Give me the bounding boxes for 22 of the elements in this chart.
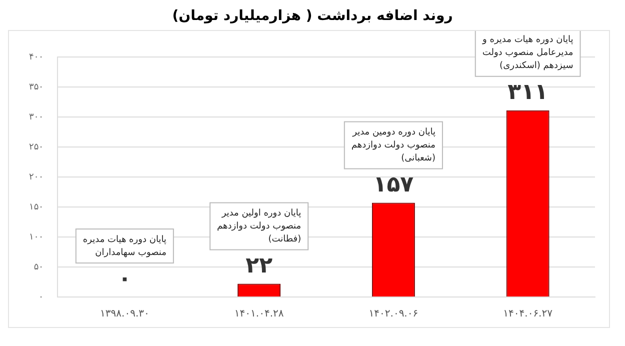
y-tick-label: ۵۰ <box>34 262 44 272</box>
y-tick-label: ۰ <box>38 292 44 302</box>
annotation: پایان دوره هیات مدیره و مدیرعامل منصوب دولت سیزدهم (اسکندری) <box>482 35 574 72</box>
y-tick-label: ۲۵۰ <box>28 142 44 152</box>
annotation: پایان دوره هیات مدیره منصوب سهامداران <box>82 234 167 258</box>
data-label: ۰ <box>118 266 132 292</box>
annotation: پایان دوره اولین مدیر منصوب دولت دوازدهم (فطانت) <box>217 208 302 245</box>
x-tick-label: ۱۴۰۱.۰۴.۲۸ <box>234 308 284 320</box>
y-tick-label: ۳۰۰ <box>28 112 44 122</box>
x-tick-label: ۱۴۰۲.۰۹.۰۶ <box>368 308 418 320</box>
y-tick-label: ۱۰۰ <box>28 232 44 242</box>
data-label: ۳۱۱ <box>508 80 548 106</box>
y-tick-label: ۳۵۰ <box>28 82 44 92</box>
data-label: ۱۵۷ <box>373 172 414 198</box>
x-tick-label: ۱۴۰۴.۰۶.۲۷ <box>503 308 554 320</box>
y-tick-label: ۱۵۰ <box>28 202 44 212</box>
x-tick-label: ۱۳۹۸.۰۹.۳۰ <box>100 308 150 320</box>
y-tick-label: ۲۰۰ <box>28 172 44 182</box>
chart-title: روند اضافه برداشت ( هزارمیلیارد تومان) <box>171 8 454 24</box>
y-tick-label: ۴۰۰ <box>28 52 44 62</box>
annotation: پایان دوره دومین مدیر منصوب دولت دوازدهم (شعبانی) <box>351 128 436 164</box>
data-label: ۲۲ <box>246 254 274 279</box>
